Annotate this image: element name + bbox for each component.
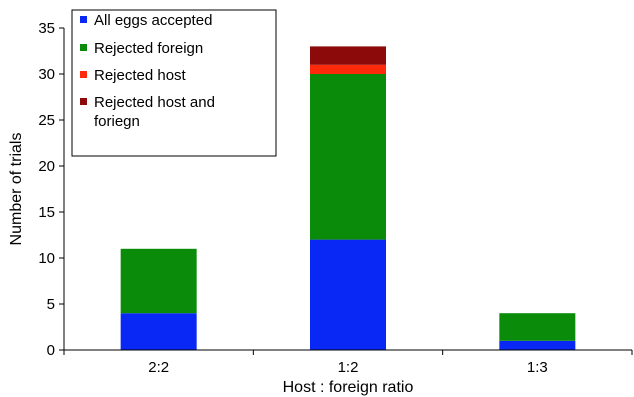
bar-1-2-series-3 (310, 64, 386, 74)
legend-label: Rejected host and foriegn (94, 94, 215, 130)
x-axis-title: Host : foreign ratio (283, 379, 414, 396)
legend-swatch (80, 44, 87, 51)
x-tick-label: 1:3 (527, 359, 548, 376)
y-axis-title: Number of trials (8, 133, 25, 246)
bar-1-3-series-1 (499, 340, 576, 350)
legend-swatch (80, 16, 87, 23)
x-tick-label: 1:2 (338, 359, 359, 376)
legend-box (71, 9, 277, 157)
y-tick-label: 25 (38, 112, 55, 129)
bar-1-2-series-2 (310, 74, 386, 240)
x-ticks: 2:2 1:2 1:3 (63, 350, 633, 376)
y-ticks: 0 5 10 15 20 25 30 35 (38, 20, 64, 359)
y-tick-label: 0 (47, 342, 55, 359)
y-tick-label: 5 (47, 296, 55, 313)
bar-1-3-series-2 (499, 313, 576, 341)
y-tick-label: 30 (38, 66, 55, 83)
legend: All eggs accepted Rejected foreign Rejecte… (71, 9, 277, 157)
legend-swatch (80, 98, 87, 105)
legend-label: Rejected host (94, 67, 187, 84)
x-tick-label: 2:2 (148, 359, 169, 376)
legend-label: Rejected foreign (94, 40, 203, 57)
bar-1-2-series-4 (310, 46, 386, 65)
y-tick-label: 35 (38, 20, 55, 37)
bar-1-2-series-1 (310, 239, 386, 350)
legend-swatch (80, 71, 87, 78)
y-tick-label: 10 (38, 250, 55, 267)
y-tick-label: 15 (38, 204, 55, 221)
bar-2-2-series-2 (120, 248, 197, 314)
bar-2-2-series-1 (120, 313, 197, 350)
bars-layer (120, 46, 576, 350)
legend-label: All eggs accepted (94, 12, 212, 29)
y-tick-label: 20 (38, 158, 55, 175)
axes-layer (63, 28, 632, 351)
